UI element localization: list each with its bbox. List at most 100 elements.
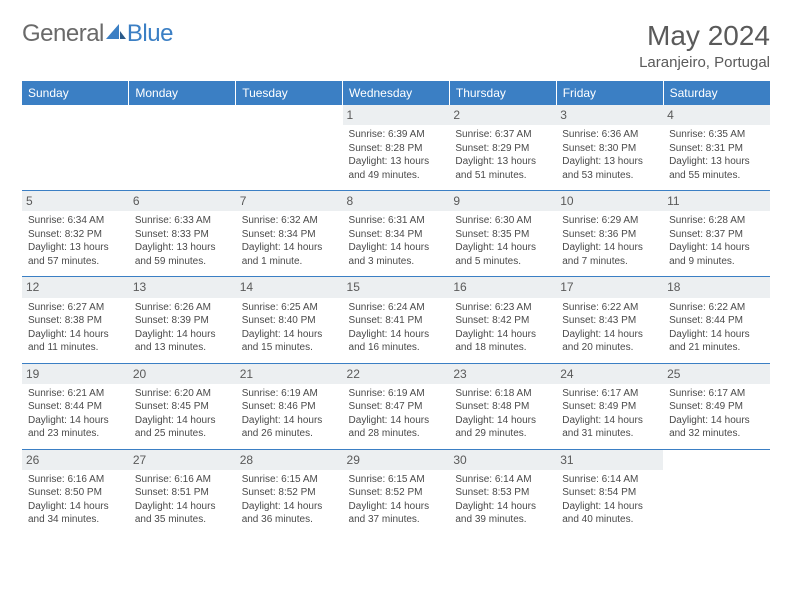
day-number: 11 bbox=[663, 191, 770, 211]
weekday-header: Thursday bbox=[449, 81, 556, 105]
day-details: Sunrise: 6:19 AMSunset: 8:46 PMDaylight:… bbox=[242, 387, 337, 441]
calendar-week-row: 5 Sunrise: 6:34 AMSunset: 8:32 PMDaylight… bbox=[22, 191, 770, 277]
calendar-day-cell: 19 Sunrise: 6:21 AMSunset: 8:44 PMDayligh… bbox=[22, 363, 129, 449]
calendar-day-cell: 27 Sunrise: 6:16 AMSunset: 8:51 PMDayligh… bbox=[129, 449, 236, 535]
day-number: 10 bbox=[556, 191, 663, 211]
day-details: Sunrise: 6:22 AMSunset: 8:43 PMDaylight:… bbox=[562, 301, 657, 355]
day-details: Sunrise: 6:20 AMSunset: 8:45 PMDaylight:… bbox=[135, 387, 230, 441]
day-number: 14 bbox=[236, 277, 343, 297]
day-details: Sunrise: 6:18 AMSunset: 8:48 PMDaylight:… bbox=[455, 387, 550, 441]
day-number: 16 bbox=[449, 277, 556, 297]
calendar-day-cell: 20 Sunrise: 6:20 AMSunset: 8:45 PMDayligh… bbox=[129, 363, 236, 449]
calendar-week-row: 26 Sunrise: 6:16 AMSunset: 8:50 PMDayligh… bbox=[22, 449, 770, 535]
day-number: 19 bbox=[22, 364, 129, 384]
day-number: 13 bbox=[129, 277, 236, 297]
day-number: 31 bbox=[556, 450, 663, 470]
day-details: Sunrise: 6:29 AMSunset: 8:36 PMDaylight:… bbox=[562, 214, 657, 268]
day-details: Sunrise: 6:16 AMSunset: 8:51 PMDaylight:… bbox=[135, 473, 230, 527]
day-details: Sunrise: 6:37 AMSunset: 8:29 PMDaylight:… bbox=[455, 128, 550, 182]
day-number: 15 bbox=[343, 277, 450, 297]
calendar-table: SundayMondayTuesdayWednesdayThursdayFrid… bbox=[22, 81, 770, 535]
calendar-day-cell: 25 Sunrise: 6:17 AMSunset: 8:49 PMDayligh… bbox=[663, 363, 770, 449]
weekday-header: Saturday bbox=[663, 81, 770, 105]
calendar-day-cell: 10 Sunrise: 6:29 AMSunset: 8:36 PMDayligh… bbox=[556, 191, 663, 277]
day-number: 29 bbox=[343, 450, 450, 470]
day-number: 27 bbox=[129, 450, 236, 470]
calendar-body: 1Sunrise: 6:39 AMSunset: 8:28 PMDaylight… bbox=[22, 105, 770, 535]
day-details: Sunrise: 6:17 AMSunset: 8:49 PMDaylight:… bbox=[669, 387, 764, 441]
calendar-day-cell: 22 Sunrise: 6:19 AMSunset: 8:47 PMDayligh… bbox=[343, 363, 450, 449]
day-details: Sunrise: 6:15 AMSunset: 8:52 PMDaylight:… bbox=[349, 473, 444, 527]
calendar-day-cell: 29 Sunrise: 6:15 AMSunset: 8:52 PMDayligh… bbox=[343, 449, 450, 535]
day-number: 18 bbox=[663, 277, 770, 297]
calendar-page: General Blue May 2024 Laranjeiro, Portug… bbox=[0, 0, 792, 555]
calendar-day-cell: 6 Sunrise: 6:33 AMSunset: 8:33 PMDaylight… bbox=[129, 191, 236, 277]
day-number: 12 bbox=[22, 277, 129, 297]
day-number: 7 bbox=[236, 191, 343, 211]
day-details: Sunrise: 6:16 AMSunset: 8:50 PMDaylight:… bbox=[28, 473, 123, 527]
day-details: Sunrise: 6:19 AMSunset: 8:47 PMDaylight:… bbox=[349, 387, 444, 441]
day-number: 5 bbox=[22, 191, 129, 211]
day-number: 8 bbox=[343, 191, 450, 211]
day-details: Sunrise: 6:25 AMSunset: 8:40 PMDaylight:… bbox=[242, 301, 337, 355]
calendar-day-cell: 17 Sunrise: 6:22 AMSunset: 8:43 PMDayligh… bbox=[556, 277, 663, 363]
day-number: 17 bbox=[556, 277, 663, 297]
day-number: 9 bbox=[449, 191, 556, 211]
day-details: Sunrise: 6:36 AMSunset: 8:30 PMDaylight:… bbox=[562, 128, 657, 182]
calendar-day-cell bbox=[129, 105, 236, 191]
day-details: Sunrise: 6:26 AMSunset: 8:39 PMDaylight:… bbox=[135, 301, 230, 355]
day-details: Sunrise: 6:27 AMSunset: 8:38 PMDaylight:… bbox=[28, 301, 123, 355]
calendar-day-cell: 2Sunrise: 6:37 AMSunset: 8:29 PMDaylight… bbox=[449, 105, 556, 191]
calendar-day-cell: 21Sunrise: 6:19 AMSunset: 8:46 PMDayligh… bbox=[236, 363, 343, 449]
day-number: 22 bbox=[343, 364, 450, 384]
weekday-header: Wednesday bbox=[343, 81, 450, 105]
day-number: 24 bbox=[556, 364, 663, 384]
calendar-day-cell: 23 Sunrise: 6:18 AMSunset: 8:48 PMDayligh… bbox=[449, 363, 556, 449]
calendar-day-cell bbox=[663, 449, 770, 535]
calendar-day-cell: 11 Sunrise: 6:28 AMSunset: 8:37 PMDayligh… bbox=[663, 191, 770, 277]
day-details: Sunrise: 6:31 AMSunset: 8:34 PMDaylight:… bbox=[349, 214, 444, 268]
day-number: 25 bbox=[663, 364, 770, 384]
weekday-header: Sunday bbox=[22, 81, 129, 105]
weekday-header-row: SundayMondayTuesdayWednesdayThursdayFrid… bbox=[22, 81, 770, 105]
calendar-week-row: 12 Sunrise: 6:27 AMSunset: 8:38 PMDayligh… bbox=[22, 277, 770, 363]
calendar-day-cell: 5 Sunrise: 6:34 AMSunset: 8:32 PMDaylight… bbox=[22, 191, 129, 277]
calendar-day-cell: 9 Sunrise: 6:30 AMSunset: 8:35 PMDaylight… bbox=[449, 191, 556, 277]
calendar-day-cell bbox=[22, 105, 129, 191]
logo-text-1: General bbox=[22, 20, 104, 48]
month-title: May 2024 bbox=[639, 20, 770, 52]
calendar-day-cell: 1Sunrise: 6:39 AMSunset: 8:28 PMDaylight… bbox=[343, 105, 450, 191]
calendar-day-cell: 3Sunrise: 6:36 AMSunset: 8:30 PMDaylight… bbox=[556, 105, 663, 191]
calendar-day-cell: 24 Sunrise: 6:17 AMSunset: 8:49 PMDayligh… bbox=[556, 363, 663, 449]
day-details: Sunrise: 6:22 AMSunset: 8:44 PMDaylight:… bbox=[669, 301, 764, 355]
calendar-week-row: 1Sunrise: 6:39 AMSunset: 8:28 PMDaylight… bbox=[22, 105, 770, 191]
day-details: Sunrise: 6:24 AMSunset: 8:41 PMDaylight:… bbox=[349, 301, 444, 355]
day-number: 26 bbox=[22, 450, 129, 470]
calendar-day-cell: 8 Sunrise: 6:31 AMSunset: 8:34 PMDaylight… bbox=[343, 191, 450, 277]
title-block: May 2024 Laranjeiro, Portugal bbox=[639, 20, 770, 71]
location-label: Laranjeiro, Portugal bbox=[639, 54, 770, 71]
day-number: 20 bbox=[129, 364, 236, 384]
day-details: Sunrise: 6:28 AMSunset: 8:37 PMDaylight:… bbox=[669, 214, 764, 268]
day-details: Sunrise: 6:17 AMSunset: 8:49 PMDaylight:… bbox=[562, 387, 657, 441]
day-number: 6 bbox=[129, 191, 236, 211]
calendar-day-cell: 12 Sunrise: 6:27 AMSunset: 8:38 PMDayligh… bbox=[22, 277, 129, 363]
logo-text-2: Blue bbox=[127, 20, 173, 48]
page-header: General Blue May 2024 Laranjeiro, Portug… bbox=[22, 20, 770, 71]
day-details: Sunrise: 6:21 AMSunset: 8:44 PMDaylight:… bbox=[28, 387, 123, 441]
calendar-day-cell: 28 Sunrise: 6:15 AMSunset: 8:52 PMDayligh… bbox=[236, 449, 343, 535]
calendar-week-row: 19 Sunrise: 6:21 AMSunset: 8:44 PMDayligh… bbox=[22, 363, 770, 449]
day-details: Sunrise: 6:35 AMSunset: 8:31 PMDaylight:… bbox=[669, 128, 764, 182]
day-details: Sunrise: 6:15 AMSunset: 8:52 PMDaylight:… bbox=[242, 473, 337, 527]
calendar-day-cell bbox=[236, 105, 343, 191]
day-number: 23 bbox=[449, 364, 556, 384]
calendar-day-cell: 15 Sunrise: 6:24 AMSunset: 8:41 PMDayligh… bbox=[343, 277, 450, 363]
day-number: 28 bbox=[236, 450, 343, 470]
day-details: Sunrise: 6:34 AMSunset: 8:32 PMDaylight:… bbox=[28, 214, 123, 268]
calendar-day-cell: 7Sunrise: 6:32 AMSunset: 8:34 PMDaylight… bbox=[236, 191, 343, 277]
day-details: Sunrise: 6:33 AMSunset: 8:33 PMDaylight:… bbox=[135, 214, 230, 268]
day-details: Sunrise: 6:23 AMSunset: 8:42 PMDaylight:… bbox=[455, 301, 550, 355]
day-details: Sunrise: 6:30 AMSunset: 8:35 PMDaylight:… bbox=[455, 214, 550, 268]
day-number: 30 bbox=[449, 450, 556, 470]
calendar-day-cell: 14 Sunrise: 6:25 AMSunset: 8:40 PMDayligh… bbox=[236, 277, 343, 363]
